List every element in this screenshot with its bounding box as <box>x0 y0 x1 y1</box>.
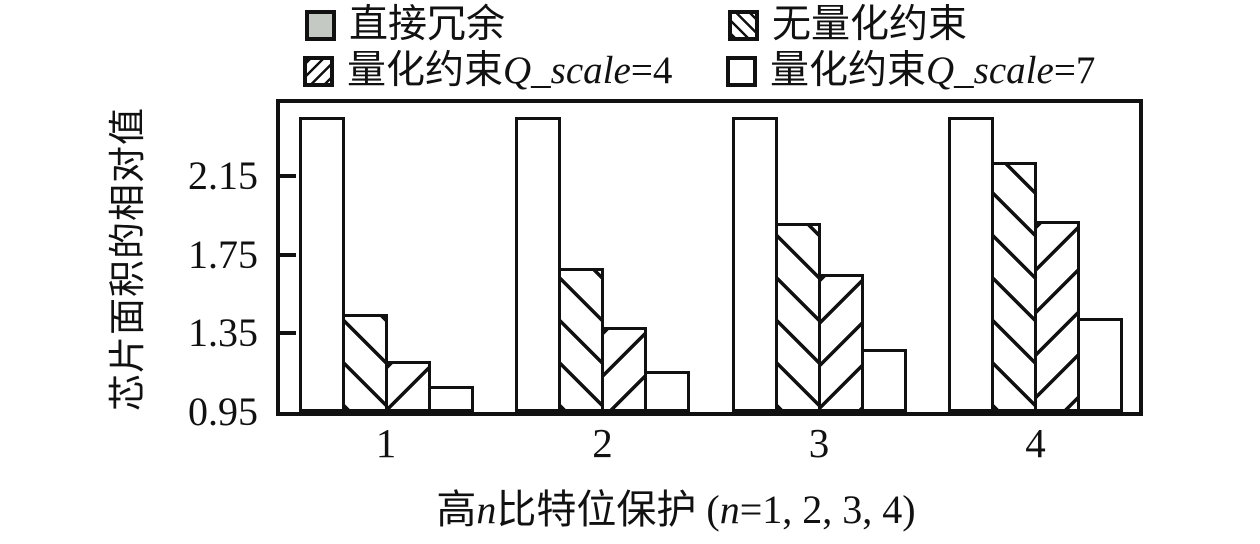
legend-swatch-solid-gray-icon <box>305 9 336 41</box>
legend-label-suffix: =4 <box>630 49 673 92</box>
legend-swatch-backslash-hatch-icon <box>728 9 759 41</box>
x-tick-label-3: 3 <box>808 420 830 466</box>
bar-直接冗余-n3 <box>731 117 778 412</box>
x-tick-label-2: 2 <box>592 420 613 466</box>
x-axis-title-italic-n: n <box>476 487 497 532</box>
legend-label: 直接冗余 <box>349 3 505 47</box>
x-axis-title-text: 比特位保护 ( <box>496 487 720 532</box>
bar-量化约束Q_scale=7-n4 <box>1077 318 1123 412</box>
legend-label: 无量化约束 <box>772 3 967 47</box>
x-tick-label-1: 1 <box>375 420 397 466</box>
bar-直接冗余-n4 <box>948 117 994 412</box>
y-tick-label-2.15: 2.15 <box>188 153 258 198</box>
legend-label-text: 量化约束 <box>347 49 504 92</box>
y-axis-tick-2.15 <box>280 174 296 178</box>
legend-label-italic: Q_scale <box>926 49 1054 92</box>
bar-量化约束Q_scale=4-n2 <box>601 327 647 412</box>
bar-无量化约束-n2 <box>558 268 604 412</box>
y-tick-label-0.95: 0.95 <box>188 389 258 434</box>
legend-item-quant-qscale4: 量化约束Q_scale=4 <box>303 49 672 93</box>
legend-item-no-quant-constraint: 无量化约束 <box>728 3 967 47</box>
bar-无量化约束-n4 <box>991 162 1037 412</box>
x-axis-title-italic-n: n <box>719 487 740 532</box>
legend-label-text: 直接冗余 <box>349 3 506 46</box>
legend-label-suffix: =7 <box>1053 49 1096 92</box>
legend-swatch-white-icon <box>726 55 757 87</box>
y-tick-label-1.75: 1.75 <box>188 232 258 277</box>
y-tick-label-1.35: 1.35 <box>188 310 258 355</box>
x-tick-label-4: 4 <box>1025 420 1046 466</box>
bar-量化约束Q_scale=7-n2 <box>644 371 690 412</box>
plot-area <box>276 99 1143 416</box>
y-axis-title: 芯片面积的相对值 <box>108 107 149 411</box>
y-axis-tick-1.35 <box>280 331 296 335</box>
legend-item-direct-redundancy: 直接冗余 <box>305 3 505 47</box>
legend-swatch-forward-slash-hatch-icon <box>303 55 334 87</box>
legend-label-text: 量化约束 <box>770 49 927 92</box>
x-axis-title: 高n比特位保护 (n=1, 2, 3, 4) <box>276 486 1076 534</box>
x-axis-title-text: =1, 2, 3, 4) <box>739 487 916 532</box>
bar-量化约束Q_scale=4-n4 <box>1034 221 1080 412</box>
bar-量化约束Q_scale=4-n3 <box>817 274 864 412</box>
legend-label-italic: Q_scale <box>503 49 631 92</box>
x-axis-title-text: 高 <box>436 487 477 532</box>
legend-label: 量化约束Q_scale=7 <box>770 49 1095 93</box>
bar-量化约束Q_scale=7-n1 <box>427 386 474 412</box>
bar-无量化约束-n1 <box>341 314 388 412</box>
bar-量化约束Q_scale=4-n1 <box>384 361 431 412</box>
y-axis-tick-1.75 <box>280 253 296 257</box>
legend-label-text: 无量化约束 <box>772 3 968 46</box>
bar-直接冗余-n2 <box>515 117 561 412</box>
bar-无量化约束-n3 <box>774 223 821 412</box>
bar-量化约束Q_scale=7-n3 <box>860 349 907 412</box>
bar-直接冗余-n1 <box>298 117 345 412</box>
legend-label: 量化约束Q_scale=4 <box>347 49 672 93</box>
legend-item-quant-qscale7: 量化约束Q_scale=7 <box>726 49 1095 93</box>
